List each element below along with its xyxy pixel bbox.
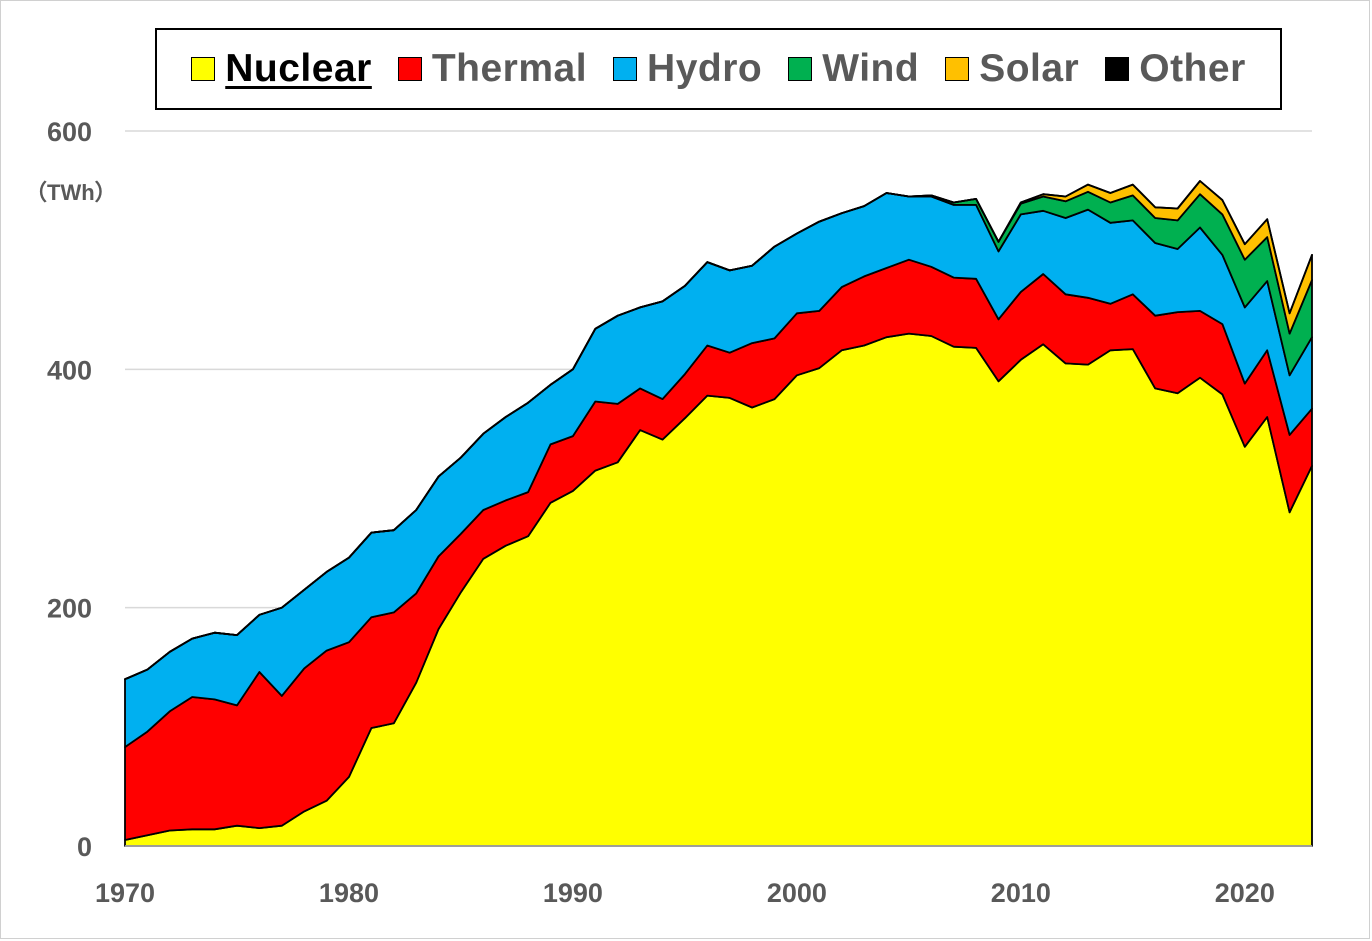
legend-item-other[interactable]: Other bbox=[1105, 47, 1246, 91]
x-tick-label: 1990 bbox=[543, 878, 603, 908]
legend-swatch bbox=[397, 57, 422, 81]
legend-swatch bbox=[613, 57, 638, 81]
legend-label: Hydro bbox=[647, 47, 763, 90]
legend-label: Nuclear bbox=[225, 47, 372, 90]
legend-item-hydro[interactable]: Hydro bbox=[613, 47, 762, 91]
legend-item-solar[interactable]: Solar bbox=[945, 47, 1079, 91]
legend: Nuclear Thermal Hydro Wind Solar Other bbox=[155, 28, 1282, 110]
y-tick-label: 400 bbox=[47, 355, 92, 385]
legend-swatch bbox=[1105, 57, 1130, 81]
legend-item-thermal[interactable]: Thermal bbox=[397, 47, 588, 91]
legend-label: Other bbox=[1139, 47, 1246, 90]
series-areas bbox=[124, 180, 1313, 847]
y-axis-ticks: 0 200 400 600 bbox=[47, 117, 92, 862]
legend-label: Thermal bbox=[431, 47, 588, 90]
legend-label: Solar bbox=[979, 47, 1080, 90]
x-tick-label: 2000 bbox=[767, 878, 827, 908]
x-tick-label: 1970 bbox=[95, 878, 155, 908]
x-tick-label: 2020 bbox=[1215, 878, 1275, 908]
legend-swatch bbox=[191, 57, 216, 81]
legend-item-nuclear[interactable]: Nuclear bbox=[191, 47, 372, 91]
legend-swatch bbox=[788, 57, 813, 81]
y-tick-label: 0 bbox=[77, 832, 92, 862]
x-tick-label: 2010 bbox=[991, 878, 1051, 908]
legend-item-wind[interactable]: Wind bbox=[788, 47, 919, 91]
y-tick-label: 200 bbox=[47, 594, 92, 624]
y-unit-label: （TWh） bbox=[25, 180, 117, 205]
legend-swatch bbox=[945, 57, 970, 81]
x-tick-label: 1980 bbox=[319, 878, 379, 908]
y-tick-label: 600 bbox=[47, 117, 92, 147]
area-other bbox=[124, 180, 1313, 681]
x-axis-ticks: 1970 1980 1990 2000 2010 2020 bbox=[95, 878, 1275, 908]
legend-label: Wind bbox=[822, 47, 920, 90]
